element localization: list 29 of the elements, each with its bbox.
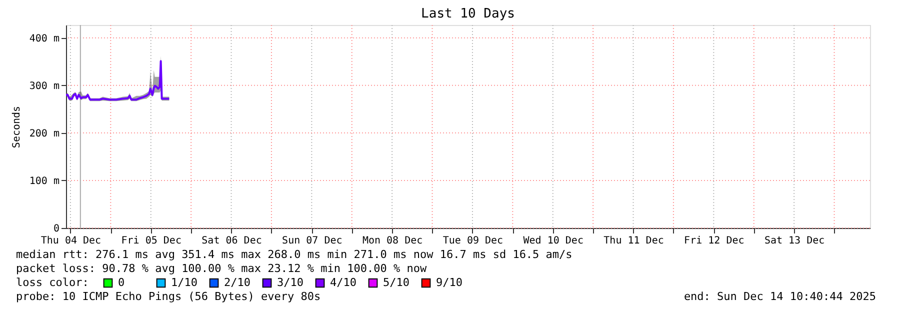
legend-title: loss color: — [16, 276, 89, 289]
x-tick-label: Thu 11 Dec — [604, 236, 664, 246]
y-tick-label: 0 — [53, 224, 60, 234]
legend-label: 4/10 — [330, 276, 356, 289]
legend-label: 0 — [118, 276, 125, 289]
x-tick-label: Wed 10 Dec — [523, 236, 584, 246]
y-tick-label: 400 m — [29, 33, 60, 44]
y-tick-label: 100 m — [29, 176, 60, 187]
legend-label: 3/10 — [277, 276, 304, 289]
legend-label: 9/10 — [436, 276, 462, 289]
x-tick-label: Thu 04 Dec — [40, 236, 102, 246]
text: median rtt: 276.1 ms avg 351.4 ms max 268.0 ms min 271.0 ms now 16.7 ms sd 16.5 am/s — [16, 248, 572, 261]
x-tick-label: Fri 05 Dec — [121, 236, 182, 246]
y-tick-label: 300 m — [29, 80, 60, 92]
x-tick-label: Sat 06 Dec — [202, 236, 262, 246]
x-tick-label: Tue 09 Dec — [442, 236, 504, 246]
x-tick-label: Sat 13 Dec — [764, 236, 825, 246]
text: end: Sun Dec 14 10:40:44 2025 — [684, 290, 876, 303]
chart-title: Last 10 Days — [421, 6, 515, 22]
x-tick-label: Fri 12 Dec — [684, 236, 744, 246]
text: packet loss: 90.78 % avg 100.00 % max 23.12 % min 100.00 % now — [16, 262, 427, 275]
y-tick-label: 200 m — [29, 128, 60, 140]
legend-label: 2/10 — [224, 276, 250, 289]
x-tick-label: Mon 08 Dec — [362, 236, 423, 246]
x-tick-label: Sun 07 Dec — [282, 236, 342, 246]
text: probe: 10 ICMP Echo Pings (56 Bytes) every 80s — [16, 290, 321, 303]
legend-label: 1/10 — [171, 276, 198, 289]
legend-label: 5/10 — [383, 276, 410, 289]
y-axis-title: Seconds — [11, 106, 22, 148]
